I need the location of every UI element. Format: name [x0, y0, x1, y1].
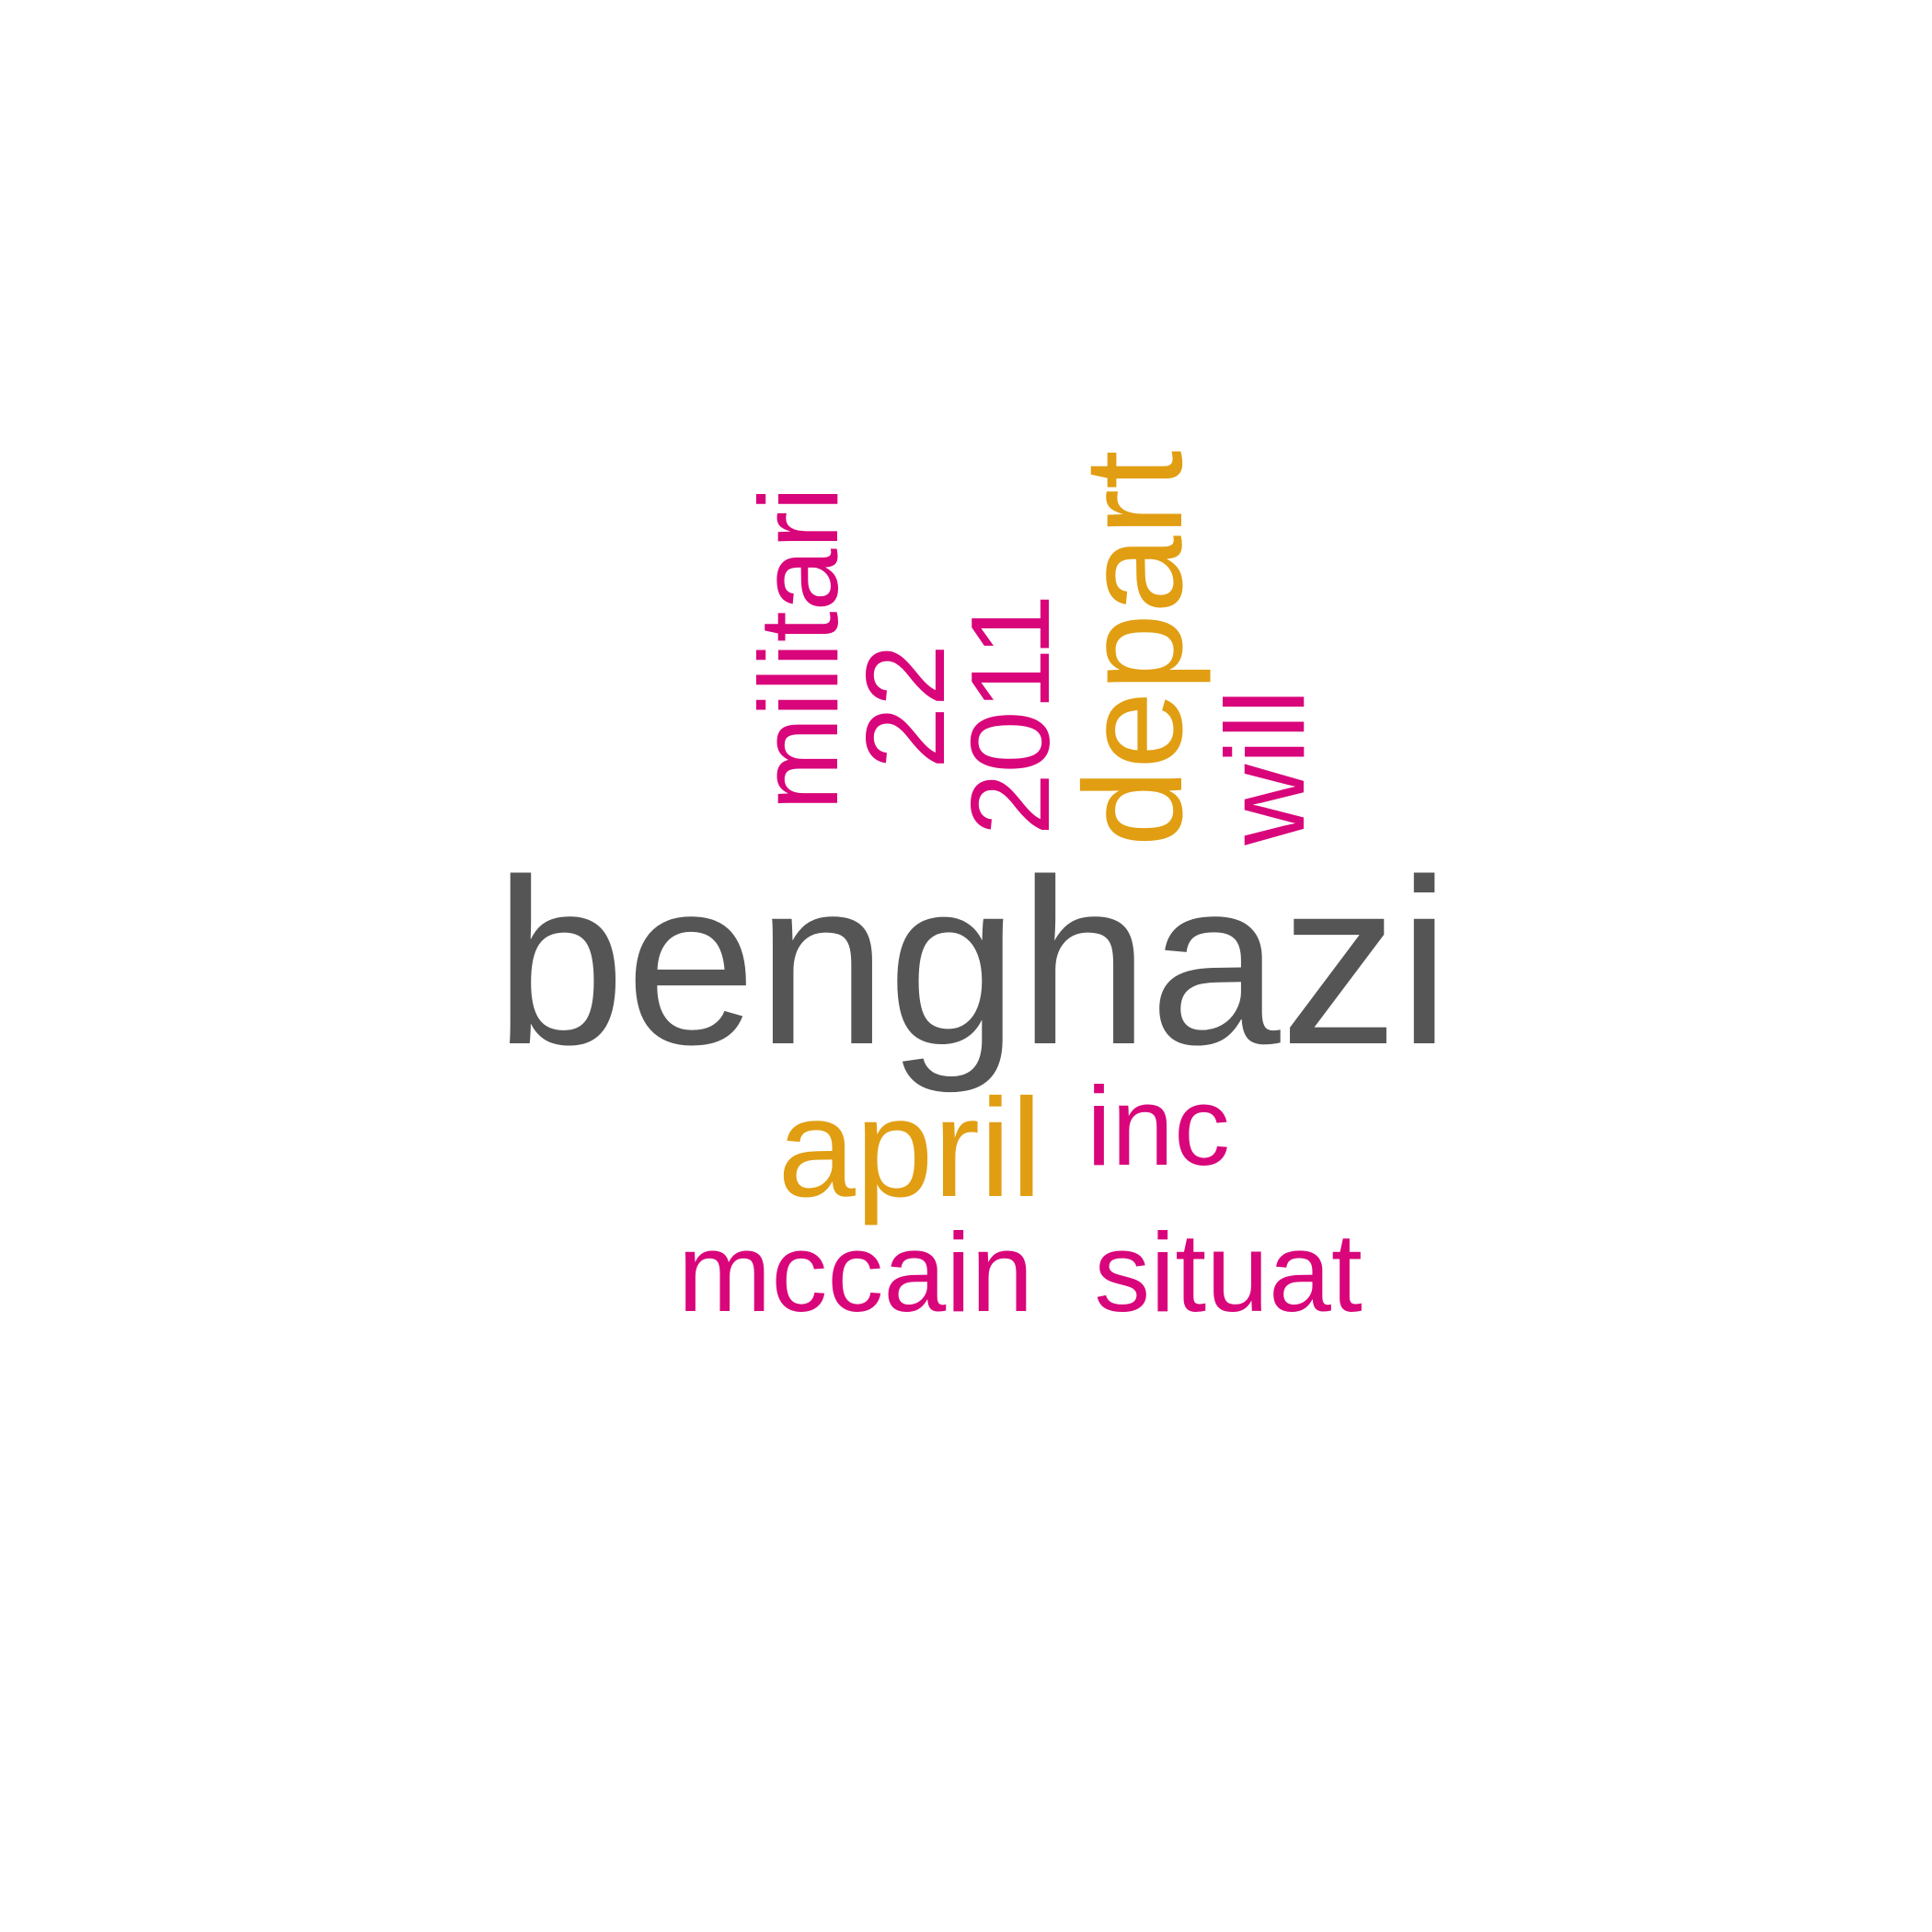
word-april: april	[777, 1070, 1042, 1226]
word-situat: situat	[1094, 1210, 1363, 1335]
word-2011: 2011	[948, 593, 1073, 836]
word-militari: militari	[736, 486, 861, 811]
word-depart: depart	[1055, 450, 1212, 847]
word-22: 22	[843, 644, 968, 769]
word-inc: inc	[1087, 1064, 1230, 1189]
word-mccain: mccain	[677, 1210, 1034, 1335]
word-benghazi: benghazi	[494, 831, 1451, 1094]
word-will: will	[1202, 689, 1328, 845]
